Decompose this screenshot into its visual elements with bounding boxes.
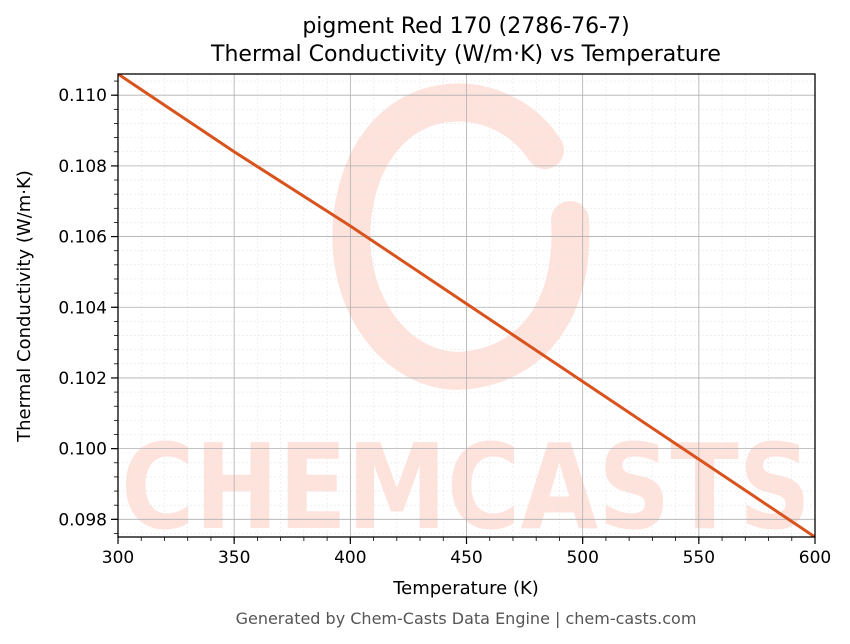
- y-tick-label: 0.108: [58, 157, 107, 177]
- x-tick-label: 450: [450, 548, 482, 568]
- y-tick-label: 0.102: [58, 369, 107, 389]
- x-axis: 300 350 400 450 500 550 600: [102, 537, 831, 568]
- y-tick-label: 0.100: [58, 440, 107, 460]
- chart-title-line2: Thermal Conductivity (W/m·K) vs Temperat…: [210, 42, 721, 67]
- chart-title-line1: pigment Red 170 (2786-76-7): [302, 14, 629, 39]
- x-tick-label: 500: [566, 548, 598, 568]
- x-tick-label: 550: [683, 548, 715, 568]
- plot-area: CHEMCASTS: [117, 73, 816, 556]
- x-tick-label: 300: [102, 548, 134, 568]
- watermark-text: CHEMCASTS: [121, 418, 811, 556]
- y-axis-label: Thermal Conductivity (W/m·K): [14, 170, 35, 443]
- x-tick-label: 600: [799, 548, 831, 568]
- y-tick-label: 0.098: [58, 510, 107, 530]
- y-tick-label: 0.106: [58, 228, 107, 248]
- x-tick-label: 400: [334, 548, 366, 568]
- x-axis-label: Temperature (K): [392, 578, 539, 599]
- y-tick-label: 0.110: [58, 86, 107, 106]
- series-layer: [118, 74, 815, 537]
- footer-credit: Generated by Chem-Casts Data Engine | ch…: [236, 609, 697, 628]
- y-axis: 0.098 0.100 0.102 0.104 0.106 0.108 0.110: [58, 80, 118, 534]
- series-line: [118, 74, 815, 537]
- title: pigment Red 170 (2786-76-7) Thermal Cond…: [210, 14, 721, 67]
- watermark-logo-icon: [332, 83, 590, 390]
- x-tick-label: 350: [218, 548, 250, 568]
- watermark: CHEMCASTS: [121, 83, 811, 556]
- y-tick-label: 0.104: [58, 298, 107, 318]
